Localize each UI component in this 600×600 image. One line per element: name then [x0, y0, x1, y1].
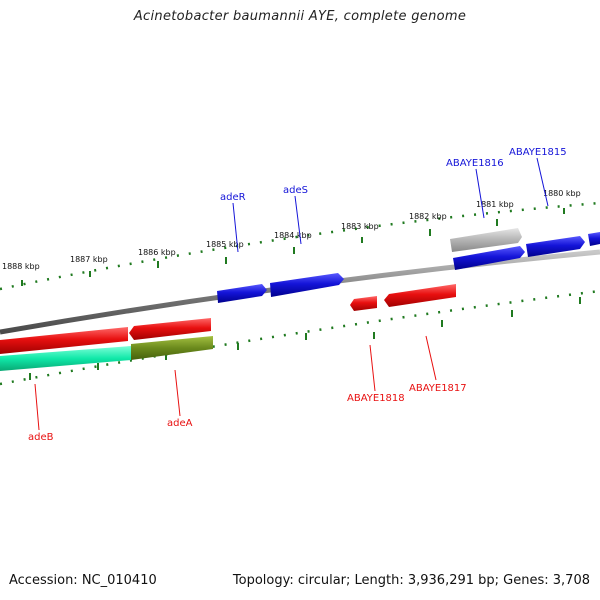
tick-label-1880: 1880 kbp — [543, 189, 581, 198]
label-abaye1817: ABAYE1817 — [409, 383, 467, 394]
gene-ader[interactable] — [217, 284, 267, 303]
tick-label-1887: 1887 kbp — [70, 255, 108, 264]
tick-label-1885: 1885 kbp — [206, 240, 244, 249]
gene-abaye1818[interactable] — [350, 296, 377, 311]
label-abaye1816: ABAYE1816 — [446, 158, 504, 169]
gene-abaye1816[interactable] — [453, 246, 525, 270]
label-ades: adeS — [283, 185, 308, 196]
gene-ades[interactable] — [270, 273, 344, 297]
upper-major-ticks — [21, 208, 565, 286]
tick-label-1884: 1884 kbp — [274, 231, 312, 240]
tick-label-1883: 1883 kbp — [341, 222, 379, 231]
label-abaye1818: ABAYE1818 — [347, 393, 405, 404]
tick-label-1888: 1888 kbp — [2, 262, 40, 271]
gene-adea-olive[interactable] — [131, 336, 213, 360]
label-adeb: adeB — [28, 432, 54, 443]
gene-adeb-cyan[interactable] — [0, 346, 131, 371]
label-adea: adeA — [167, 418, 193, 429]
topology-text: Topology: circular; Length: 3,936,291 bp… — [232, 573, 590, 588]
gene-abaye1815[interactable] — [526, 236, 585, 257]
tick-label-1881: 1881 kbp — [476, 200, 514, 209]
gene-adeb-red[interactable] — [0, 327, 128, 354]
genome-backbone — [0, 249, 600, 335]
tick-label-1886: 1886 kbp — [138, 248, 176, 257]
leader-lines — [34, 157, 549, 431]
label-abaye1815: ABAYE1815 — [509, 147, 567, 158]
accession-text: Accession: NC_010410 — [9, 573, 157, 588]
upper-tick-row — [0, 201, 600, 291]
tick-label-1882: 1882 kbp — [409, 212, 447, 221]
label-ader: adeR — [220, 192, 246, 203]
gene-abaye1817[interactable] — [384, 284, 456, 307]
lower-tick-row — [0, 289, 600, 386]
gene-grey-feature[interactable] — [450, 228, 522, 252]
gene-partial-right[interactable] — [588, 232, 600, 246]
gene-adea-red[interactable] — [129, 318, 211, 340]
map-title: Acinetobacter baumannii AYE, complete ge… — [133, 9, 467, 24]
